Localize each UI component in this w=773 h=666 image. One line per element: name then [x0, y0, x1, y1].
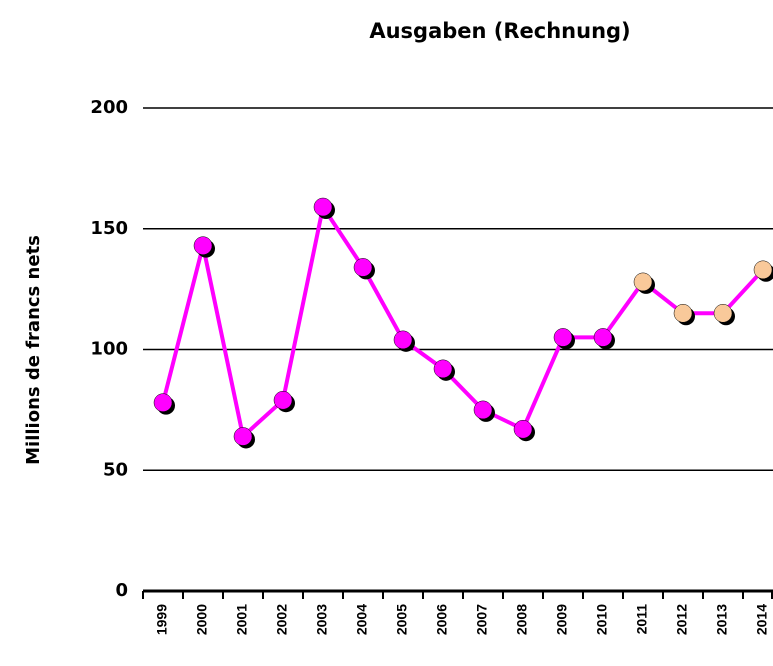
- x-tick-label: 1999: [154, 604, 170, 635]
- x-tick-label: 2014: [754, 604, 770, 635]
- marker: [593, 328, 613, 347]
- x-tick-label: 2005: [394, 604, 410, 635]
- x-tick-label: 2013: [714, 604, 730, 635]
- marker: [193, 236, 213, 255]
- marker: [273, 390, 293, 410]
- x-tick-label: 2007: [474, 604, 490, 635]
- y-tick-label: 200: [90, 97, 128, 118]
- line: [161, 201, 765, 441]
- marker: [313, 197, 333, 217]
- marker: [513, 419, 533, 439]
- marker: [393, 330, 413, 350]
- marker: [433, 359, 453, 379]
- x-tick-label: 2011: [634, 604, 650, 635]
- marker: [753, 260, 773, 280]
- y-tick-label: 100: [90, 339, 128, 360]
- y-tick-label: 50: [103, 459, 128, 480]
- chart-title: Ausgaben (Rechnung): [369, 19, 630, 43]
- marker: [633, 272, 653, 292]
- x-tick-label: 2003: [314, 604, 330, 635]
- y-tick-label: 0: [115, 580, 128, 601]
- marker: [233, 427, 253, 446]
- x-tick-label: 2008: [514, 604, 530, 635]
- marker: [353, 258, 373, 277]
- marker: [473, 400, 493, 420]
- x-tick-label: 2006: [434, 604, 450, 635]
- marker: [153, 393, 173, 412]
- y-axis-label: Millions de francs nets: [23, 235, 44, 465]
- x-tick-label: 2004: [354, 604, 370, 635]
- x-tick-label: 2012: [674, 604, 690, 635]
- x-tick-label: 2010: [594, 604, 610, 635]
- marker: [553, 328, 573, 347]
- x-tick-label: 2001: [234, 604, 250, 635]
- x-tick-label: 2000: [194, 604, 210, 635]
- x-tick-label: 2009: [554, 604, 570, 635]
- y-tick-label: 150: [90, 218, 128, 239]
- marker: [673, 304, 693, 323]
- x-tick-label: 2002: [274, 604, 290, 635]
- marker: [713, 304, 733, 323]
